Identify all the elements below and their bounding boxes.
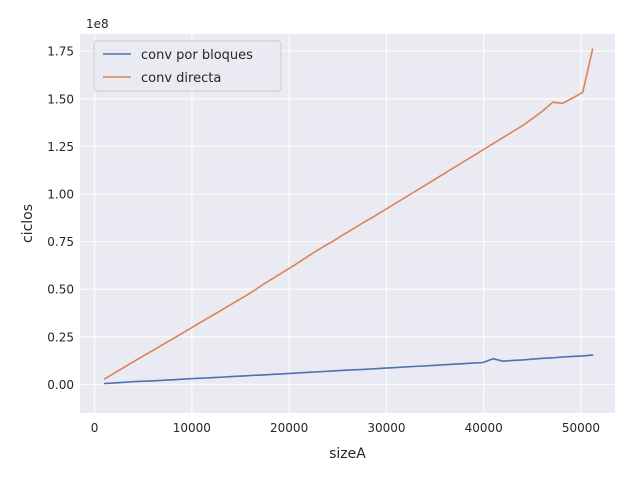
y-tick-label: 0.50 — [47, 283, 74, 297]
x-axis-ticks: 0 10000 20000 30000 40000 50000 — [91, 421, 600, 435]
x-tick-label: 30000 — [367, 421, 405, 435]
y-tick-label: 0.00 — [47, 378, 74, 392]
x-tick-label: 20000 — [270, 421, 308, 435]
x-tick-label: 40000 — [465, 421, 503, 435]
y-tick-label: 0.75 — [47, 235, 74, 249]
grid — [80, 34, 615, 413]
x-axis-label: sizeA — [329, 446, 366, 462]
y-tick-label: 1.75 — [47, 45, 74, 59]
x-tick-label: 0 — [91, 421, 99, 435]
y-tick-label: 1.00 — [47, 187, 74, 201]
legend: conv por bloques conv directa — [93, 40, 282, 92]
series-line-conv-directa — [103, 48, 594, 380]
y-tick-label: 1.25 — [47, 140, 74, 154]
legend-label-conv-por-bloques: conv por bloques — [141, 48, 253, 63]
plot-area — [80, 34, 615, 413]
y-tick-label: 0.25 — [47, 330, 74, 344]
series-lines — [103, 48, 594, 385]
y-axis-label: ciclos — [20, 204, 36, 243]
legend-box — [93, 40, 282, 92]
y-axis-ticks: 0.00 0.25 0.50 0.75 1.00 1.25 1.50 1.75 — [47, 45, 74, 392]
x-tick-label: 50000 — [562, 421, 600, 435]
y-tick-label: 1.50 — [47, 92, 74, 106]
legend-label-conv-directa: conv directa — [141, 71, 221, 86]
x-tick-label: 10000 — [173, 421, 211, 435]
series-line-conv-por-bloques — [103, 354, 594, 385]
y-axis-offset: 1e8 — [86, 17, 109, 31]
